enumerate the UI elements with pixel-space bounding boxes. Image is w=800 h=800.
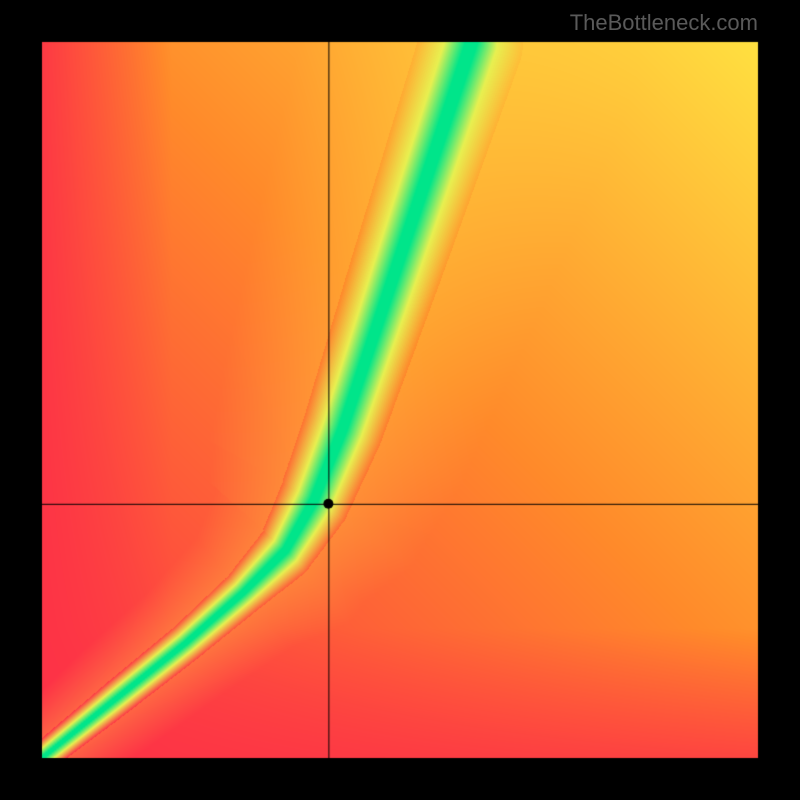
chart-container: TheBottleneck.com	[0, 0, 800, 800]
heatmap-canvas	[0, 0, 800, 800]
